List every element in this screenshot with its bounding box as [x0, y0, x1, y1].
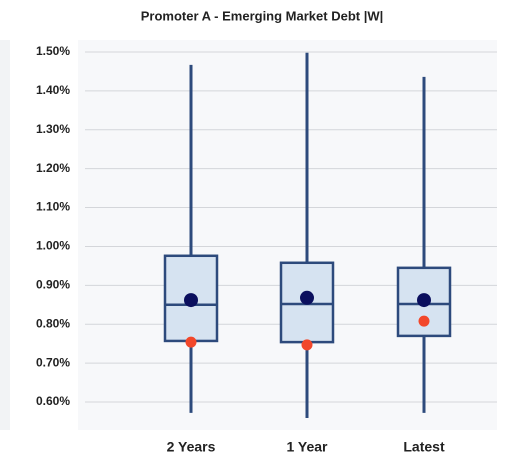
y-tick-label: 1.40%: [36, 83, 70, 97]
y-tick-label: 1.10%: [36, 200, 70, 214]
y-tick-label: 0.70%: [36, 355, 70, 369]
current-dot: [185, 336, 197, 348]
x-tick-label: Latest: [403, 439, 445, 455]
current-dot: [418, 315, 430, 327]
mean-dot: [417, 293, 431, 308]
current-dot: [301, 339, 313, 351]
plot-area: [78, 40, 497, 430]
x-tick-label: 1 Year: [286, 439, 328, 455]
chart-title: Promoter A - Emerging Market Debt |W|: [141, 8, 384, 23]
x-tick-label: 2 Years: [167, 439, 216, 455]
y-tick-label: 0.90%: [36, 278, 70, 292]
y-tick-label: 0.80%: [36, 316, 70, 330]
y-tick-label: 0.60%: [36, 394, 70, 408]
y-tick-label: 1.20%: [36, 161, 70, 175]
mean-dot: [300, 290, 314, 305]
mean-dot: [184, 293, 198, 308]
y-tick-label: 1.30%: [36, 122, 70, 136]
y-tick-label: 1.00%: [36, 239, 70, 253]
side-strip: [0, 40, 10, 430]
y-tick-label: 1.50%: [36, 44, 70, 58]
